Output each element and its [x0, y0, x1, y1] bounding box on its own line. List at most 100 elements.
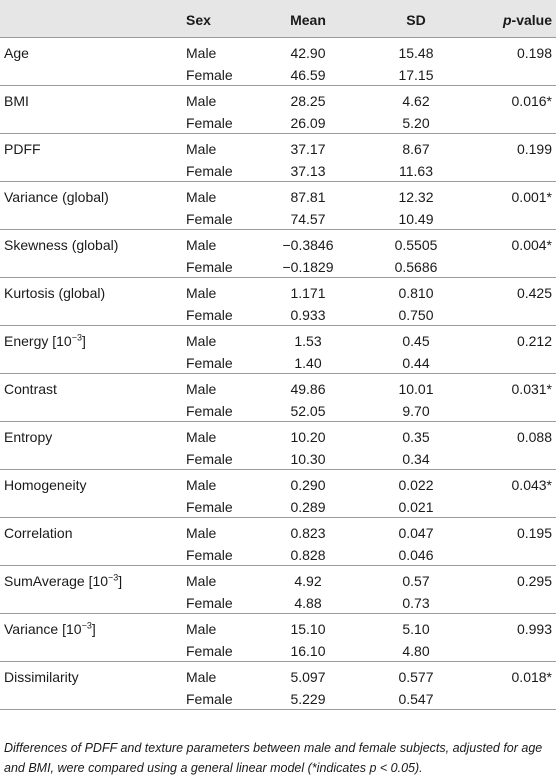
- sd-cell: 8.67: [402, 141, 430, 157]
- sd-cell: 0.5505: [394, 237, 438, 253]
- parameter-name: Variance (global): [4, 189, 109, 205]
- table-row-group: Skewness (global) Male −0.3846 0.5505 0.004*…: [0, 230, 556, 278]
- parameter-exponent: −3: [108, 572, 119, 583]
- table-row-group: Kurtosis (global) Male 1.171 0.810 0.425 Fema…: [0, 278, 556, 326]
- sd-cell: 0.577: [398, 669, 434, 685]
- p-value-cell: 0.195: [516, 525, 552, 541]
- sex-cell: Male: [186, 669, 217, 685]
- sex-cell: Female: [186, 259, 233, 275]
- sex-cell: Female: [186, 547, 233, 563]
- table-row-group: Entropy Male 10.20 0.35 0.088 Female 10.30 0.34: [0, 422, 556, 470]
- sd-cell: 0.45: [402, 333, 430, 349]
- sex-cell: Male: [186, 429, 217, 445]
- table-row-group: SumAverage [10−3] Male 4.92 0.57 0.295 Female…: [0, 566, 556, 614]
- parameter-name: Contrast: [4, 381, 57, 397]
- sd-cell: 0.57: [402, 573, 430, 589]
- sd-cell: 0.750: [398, 307, 434, 323]
- parameter-label: Age: [4, 45, 29, 61]
- parameter-label: Entropy: [4, 429, 53, 445]
- sex-cell: Female: [186, 403, 233, 419]
- table-row-group: Correlation Male 0.823 0.047 0.195 Female 0.82…: [0, 518, 556, 566]
- table-row-group: Homogeneity Male 0.290 0.022 0.043* Female 0.2…: [0, 470, 556, 518]
- header-p-italic: p: [502, 12, 512, 28]
- p-value-cell: 0.016*: [511, 93, 552, 109]
- sex-cell: Male: [186, 621, 217, 637]
- sex-cell: Male: [186, 93, 217, 109]
- parameter-name: SumAverage [10−3]: [4, 573, 122, 589]
- mean-cell: 1.171: [290, 285, 326, 301]
- mean-cell: 1.53: [294, 333, 322, 349]
- parameter-label: Dissimilarity: [4, 669, 79, 685]
- parameter-label: Skewness (global): [4, 237, 119, 253]
- p-value-cell: 0.088: [516, 429, 552, 445]
- mean-cell: 37.17: [290, 141, 326, 157]
- table-row-group: Variance (global) Male 87.81 12.32 0.001* Fem…: [0, 182, 556, 230]
- mean-cell: 87.81: [290, 189, 326, 205]
- parameter-exponent: −3: [71, 332, 82, 343]
- parameter-label: Energy [10: [4, 333, 72, 349]
- p-value-cell: 0.425: [516, 285, 552, 301]
- parameter-name: Skewness (global): [4, 237, 118, 253]
- p-value-cell: 0.043*: [511, 477, 552, 493]
- mean-cell: 42.90: [290, 45, 326, 61]
- sd-cell: 0.35: [402, 429, 430, 445]
- sex-cell: Female: [186, 595, 233, 611]
- sd-cell: 5.20: [402, 115, 430, 131]
- parameter-label: Kurtosis (global): [4, 285, 106, 301]
- p-value-cell: 0.004*: [511, 237, 552, 253]
- sex-cell: Male: [186, 141, 217, 157]
- parameter-name: Entropy: [4, 429, 52, 445]
- parameter-name: Variance [10−3]: [4, 621, 96, 637]
- parameter-label: Homogeneity: [4, 477, 87, 493]
- parameter-bracket: ]: [118, 573, 123, 589]
- parameter-label: BMI: [4, 93, 29, 109]
- mean-cell: 15.10: [290, 621, 326, 637]
- sd-cell: 0.022: [398, 477, 434, 493]
- p-value-cell: 0.212: [516, 333, 552, 349]
- table-row-group: Age Male 42.90 15.48 0.198 Female 46.59 17.15: [0, 38, 556, 86]
- table-row-group: Energy [10−3] Male 1.53 0.45 0.212 Female 1.40…: [0, 326, 556, 374]
- table-row-group: BMI Male 28.25 4.62 0.016* Female 26.09 5.20: [0, 86, 556, 134]
- table-row-group: Contrast Male 49.86 10.01 0.031* Female 52.05 9…: [0, 374, 556, 422]
- sex-cell: Female: [186, 643, 233, 659]
- p-value-cell: 0.198: [516, 45, 552, 61]
- mean-cell: 0.933: [290, 307, 326, 323]
- sd-cell: 4.62: [402, 93, 430, 109]
- mean-cell: −0.3846: [282, 237, 334, 253]
- sd-cell: 11.63: [399, 163, 433, 179]
- sex-cell: Female: [186, 499, 233, 515]
- mean-cell: 16.10: [290, 643, 326, 659]
- sd-cell: 0.34: [402, 451, 430, 467]
- parameter-bracket: ]: [81, 333, 86, 349]
- mean-cell: 26.09: [290, 115, 326, 131]
- sex-cell: Male: [186, 285, 217, 301]
- mean-cell: 5.229: [290, 691, 326, 707]
- sd-cell: 0.5686: [394, 259, 438, 275]
- header-p-rest: -value: [511, 12, 552, 28]
- mean-cell: 10.20: [290, 429, 326, 445]
- sd-cell: 0.046: [398, 547, 434, 563]
- sd-cell: 9.70: [402, 403, 430, 419]
- header-sex: Sex: [186, 12, 211, 28]
- mean-cell: 0.823: [290, 525, 326, 541]
- p-value-cell: 0.031*: [511, 381, 552, 397]
- sex-cell: Male: [186, 237, 217, 253]
- p-value-cell: 0.001*: [511, 189, 552, 205]
- sex-cell: Male: [186, 45, 217, 61]
- header-p-value: p-value: [503, 0, 552, 37]
- sd-cell: 0.547: [398, 691, 434, 707]
- mean-cell: 74.57: [290, 211, 326, 227]
- parameter-bracket: ]: [91, 621, 96, 637]
- parameter-label: Correlation: [4, 525, 73, 541]
- mean-cell: −0.1829: [282, 259, 334, 275]
- mean-cell: 52.05: [290, 403, 326, 419]
- mean-cell: 10.30: [290, 451, 326, 467]
- parameter-exponent: −3: [81, 620, 92, 631]
- header-mean: Mean: [290, 12, 326, 28]
- mean-cell: 28.25: [290, 93, 326, 109]
- parameter-name: Energy [10−3]: [4, 333, 86, 349]
- sex-cell: Male: [186, 573, 217, 589]
- sex-cell: Female: [186, 307, 233, 323]
- parameter-name: Age: [4, 45, 29, 61]
- sd-cell: 10.01: [398, 381, 434, 397]
